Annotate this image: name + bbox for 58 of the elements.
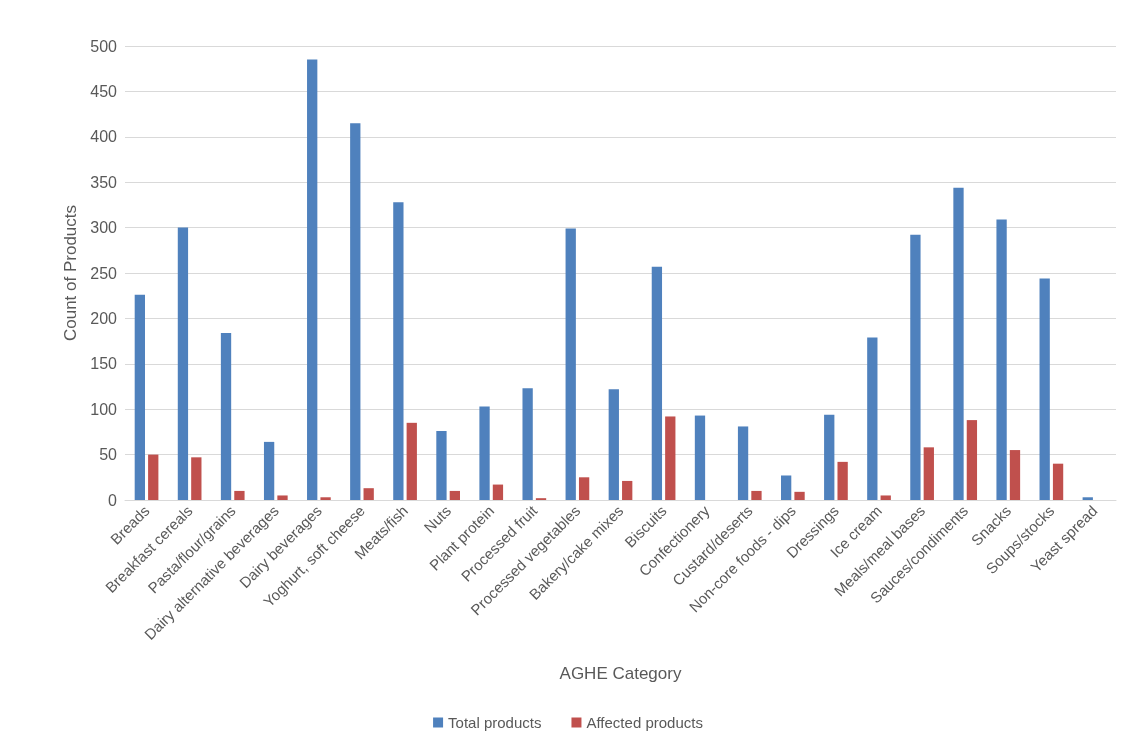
bar: [134, 294, 145, 500]
bar: [751, 490, 762, 500]
bar: [622, 480, 633, 500]
bar: [953, 187, 964, 500]
bar: [651, 266, 663, 500]
bar: [436, 430, 447, 500]
y-tick-label: 300: [90, 219, 118, 237]
bar: [277, 495, 288, 500]
bar: [1082, 497, 1093, 500]
bar: [565, 228, 576, 500]
bar: [1052, 463, 1064, 500]
bar: [320, 497, 331, 500]
y-tick-label: 150: [90, 355, 118, 373]
bar: [923, 447, 934, 500]
y-tick-label: 200: [90, 309, 118, 327]
bar: [794, 491, 805, 500]
bar: [694, 415, 706, 500]
bar: [880, 495, 891, 500]
bar: [479, 406, 490, 500]
bar: [824, 414, 835, 500]
bar: [263, 441, 275, 500]
bar: [177, 227, 189, 500]
bar: [522, 388, 533, 500]
legend-label: Affected products: [586, 714, 703, 731]
bar: [608, 389, 619, 500]
bar: [996, 219, 1007, 500]
bar: [966, 420, 978, 500]
y-tick-label: 500: [90, 37, 118, 55]
y-tick-label: 350: [90, 173, 118, 191]
y-axis-title: Count of Products: [61, 204, 81, 342]
bar: [393, 202, 404, 500]
bar: [363, 488, 374, 500]
bar: [737, 426, 749, 500]
bar: [234, 490, 245, 500]
bar: [191, 457, 202, 500]
y-tick-label: 450: [90, 82, 118, 100]
bar: [837, 461, 848, 500]
bar: [578, 477, 590, 500]
bar: [867, 337, 878, 500]
y-tick-label: 400: [90, 128, 118, 146]
bar: [406, 422, 417, 500]
y-tick-label: 0: [108, 491, 118, 509]
bar: [449, 490, 460, 500]
bar: [781, 475, 792, 500]
bar: [1039, 278, 1050, 500]
bar: [307, 59, 318, 500]
bar: [910, 234, 921, 500]
y-tick-label: 50: [99, 446, 118, 464]
bar: [492, 484, 504, 500]
bar: [665, 416, 676, 500]
bar: [1009, 450, 1021, 500]
bar: [148, 454, 159, 500]
y-tick-label: 250: [90, 264, 118, 282]
y-tick-label: 100: [90, 400, 118, 418]
bar: [220, 332, 232, 500]
bar: [350, 123, 361, 500]
x-axis-title: AGHE Category: [559, 664, 682, 683]
legend-label: Total products: [448, 714, 542, 731]
